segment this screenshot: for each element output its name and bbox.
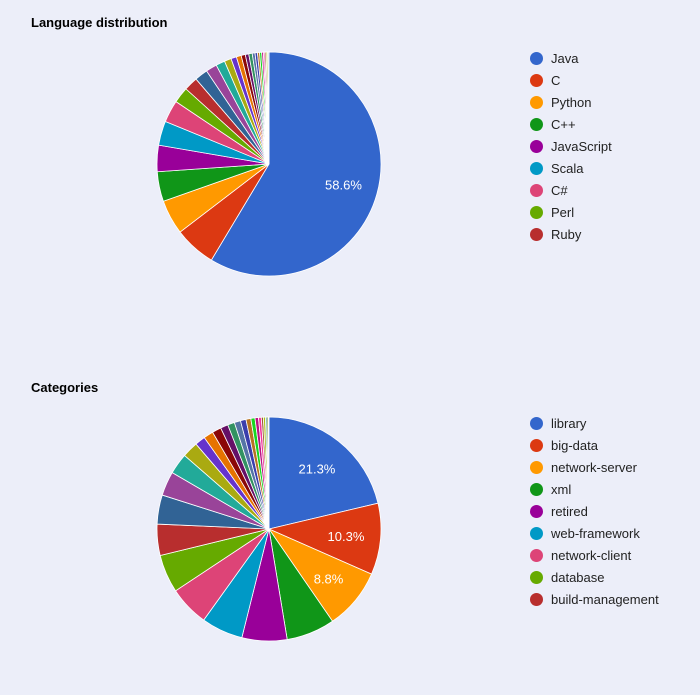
slice-label: 21.3% (299, 461, 336, 476)
legend-item-C#[interactable]: C# (530, 179, 612, 201)
legend-item-Scala[interactable]: Scala (530, 157, 612, 179)
legend-label: JavaScript (551, 139, 612, 154)
legend-item-library[interactable]: library (530, 412, 659, 434)
legend-label: big-data (551, 438, 598, 453)
legend-item-web-framework[interactable]: web-framework (530, 522, 659, 544)
slice-label: 10.3% (328, 529, 365, 544)
legend-item-build-management[interactable]: build-management (530, 588, 659, 610)
legend-item-Perl[interactable]: Perl (530, 201, 612, 223)
legend-item-xml[interactable]: xml (530, 478, 659, 500)
legend-swatch-icon (530, 184, 543, 197)
legend-label: build-management (551, 592, 659, 607)
legend-label: C# (551, 183, 568, 198)
legend-item-JavaScript[interactable]: JavaScript (530, 135, 612, 157)
legend-swatch-icon (530, 140, 543, 153)
legend-label: C++ (551, 117, 576, 132)
legend-swatch-icon (530, 96, 543, 109)
legend-item-Ruby[interactable]: Ruby (530, 223, 612, 245)
legend-languages: Java C Python C++ JavaScript Scala C# Perl Ruby (530, 47, 612, 245)
legend-swatch-icon (530, 549, 543, 562)
legend-swatch-icon (530, 228, 543, 241)
legend-swatch-icon (530, 439, 543, 452)
legend-swatch-icon (530, 593, 543, 606)
legend-label: library (551, 416, 586, 431)
slice-label: 8.8% (314, 571, 344, 586)
legend-swatch-icon (530, 461, 543, 474)
legend-label: Java (551, 51, 578, 66)
legend-swatch-icon (530, 162, 543, 175)
legend-swatch-icon (530, 571, 543, 584)
legend-swatch-icon (530, 206, 543, 219)
legend-swatch-icon (530, 52, 543, 65)
legend-item-C++[interactable]: C++ (530, 113, 612, 135)
legend-swatch-icon (530, 483, 543, 496)
legend-label: network-server (551, 460, 637, 475)
legend-label: Perl (551, 205, 574, 220)
legend-item-Python[interactable]: Python (530, 91, 612, 113)
legend-swatch-icon (530, 74, 543, 87)
legend-item-big-data[interactable]: big-data (530, 434, 659, 456)
legend-swatch-icon (530, 417, 543, 430)
legend-item-retired[interactable]: retired (530, 500, 659, 522)
legend-label: retired (551, 504, 588, 519)
legend-label: web-framework (551, 526, 640, 541)
legend-item-C[interactable]: C (530, 69, 612, 91)
legend-swatch-icon (530, 118, 543, 131)
legend-item-Java[interactable]: Java (530, 47, 612, 69)
slice-label: 58.6% (325, 178, 362, 193)
legend-swatch-icon (530, 527, 543, 540)
legend-swatch-icon (530, 505, 543, 518)
legend-item-network-server[interactable]: network-server (530, 456, 659, 478)
legend-label: Scala (551, 161, 584, 176)
legend-label: database (551, 570, 605, 585)
legend-label: C (551, 73, 560, 88)
legend-label: network-client (551, 548, 631, 563)
legend-label: Ruby (551, 227, 581, 242)
legend-label: Python (551, 95, 591, 110)
legend-categories: library big-data network-server xml retired w… (530, 412, 659, 610)
legend-item-network-client[interactable]: network-client (530, 544, 659, 566)
legend-item-database[interactable]: database (530, 566, 659, 588)
legend-label: xml (551, 482, 571, 497)
